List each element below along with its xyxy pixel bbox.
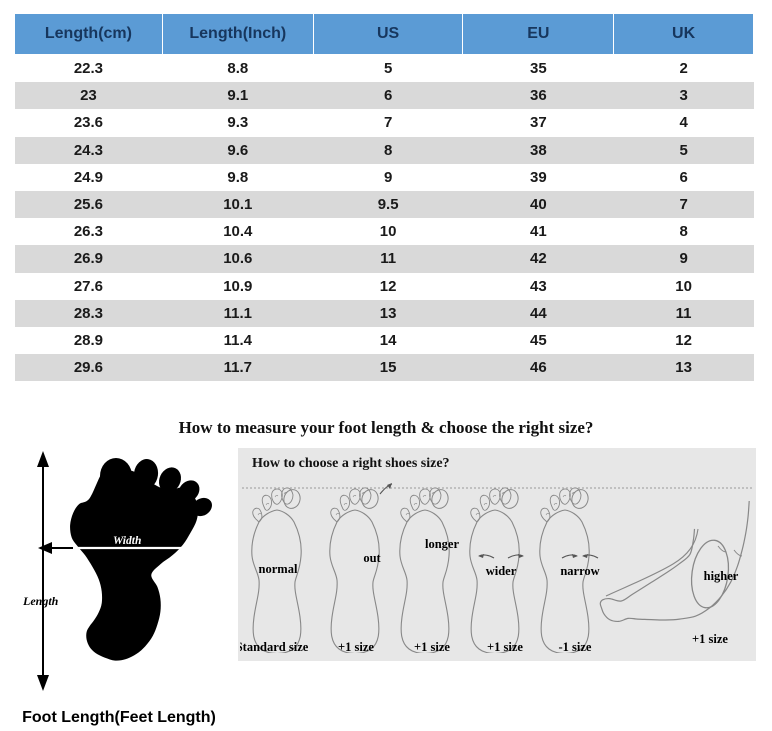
svg-text:Length: Length [22,594,59,608]
svg-text:narrow: narrow [560,564,599,578]
svg-text:out: out [363,551,381,565]
svg-text:+1 size: +1 size [414,640,450,653]
svg-text:Width: Width [113,535,141,547]
svg-text:+1 size: +1 size [487,640,523,653]
svg-text:normal: normal [259,562,298,576]
svg-text:+1 size: +1 size [338,640,374,653]
svg-text:-1 size: -1 size [559,640,592,653]
svg-text:longer: longer [425,537,459,551]
svg-text:higher: higher [704,569,739,583]
svg-text:Standard size: Standard size [240,640,309,653]
svg-text:+1 size: +1 size [692,632,728,646]
svg-text:wider: wider [486,564,517,578]
